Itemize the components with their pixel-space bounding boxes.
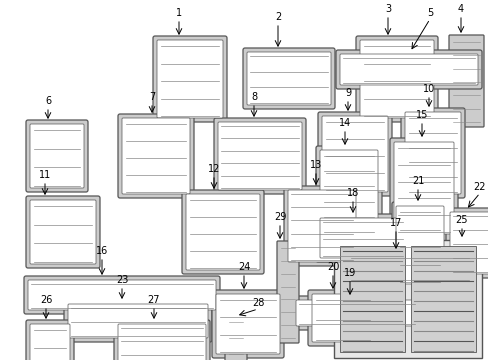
FancyBboxPatch shape	[339, 54, 477, 85]
FancyBboxPatch shape	[400, 108, 464, 198]
FancyBboxPatch shape	[246, 52, 330, 105]
Text: 14: 14	[338, 118, 350, 128]
Text: 29: 29	[273, 212, 285, 222]
FancyBboxPatch shape	[287, 190, 355, 262]
FancyBboxPatch shape	[24, 276, 220, 314]
Text: 11: 11	[39, 170, 51, 180]
FancyBboxPatch shape	[284, 186, 359, 266]
FancyBboxPatch shape	[185, 194, 260, 270]
FancyBboxPatch shape	[26, 320, 74, 360]
FancyBboxPatch shape	[315, 146, 381, 238]
Text: 8: 8	[250, 92, 257, 102]
Text: 28: 28	[251, 298, 264, 308]
Text: 23: 23	[116, 275, 128, 285]
FancyBboxPatch shape	[243, 48, 334, 109]
FancyBboxPatch shape	[448, 35, 483, 127]
Text: 25: 25	[455, 215, 468, 225]
FancyBboxPatch shape	[315, 214, 409, 262]
FancyBboxPatch shape	[118, 324, 205, 360]
FancyBboxPatch shape	[212, 290, 284, 358]
FancyBboxPatch shape	[307, 290, 377, 346]
FancyBboxPatch shape	[391, 202, 447, 288]
Text: 20: 20	[326, 262, 339, 272]
Text: 4: 4	[457, 4, 463, 14]
FancyBboxPatch shape	[333, 240, 481, 358]
Text: 18: 18	[346, 188, 358, 198]
Text: 10: 10	[422, 84, 434, 94]
Text: 12: 12	[207, 164, 220, 174]
FancyBboxPatch shape	[311, 294, 373, 342]
FancyBboxPatch shape	[68, 304, 207, 338]
FancyBboxPatch shape	[26, 120, 88, 192]
FancyBboxPatch shape	[449, 212, 488, 274]
FancyBboxPatch shape	[321, 116, 387, 192]
FancyBboxPatch shape	[276, 241, 298, 343]
FancyBboxPatch shape	[291, 296, 421, 330]
FancyBboxPatch shape	[28, 280, 216, 310]
Text: 5: 5	[426, 8, 432, 18]
Text: 15: 15	[415, 110, 427, 120]
FancyBboxPatch shape	[214, 118, 305, 194]
FancyBboxPatch shape	[339, 246, 404, 352]
FancyBboxPatch shape	[445, 208, 488, 278]
FancyBboxPatch shape	[395, 206, 443, 284]
FancyBboxPatch shape	[404, 112, 460, 194]
FancyBboxPatch shape	[317, 112, 391, 196]
FancyBboxPatch shape	[343, 250, 475, 286]
Text: 19: 19	[343, 268, 355, 278]
FancyBboxPatch shape	[122, 118, 190, 194]
FancyBboxPatch shape	[295, 300, 417, 326]
FancyBboxPatch shape	[218, 122, 302, 190]
Text: 24: 24	[237, 262, 250, 272]
Text: 13: 13	[309, 160, 322, 170]
FancyBboxPatch shape	[157, 40, 223, 118]
Text: 16: 16	[96, 246, 108, 256]
FancyBboxPatch shape	[114, 320, 209, 360]
FancyBboxPatch shape	[319, 218, 405, 258]
Text: 1: 1	[176, 8, 182, 18]
FancyBboxPatch shape	[30, 124, 84, 188]
FancyBboxPatch shape	[224, 315, 246, 360]
FancyBboxPatch shape	[393, 142, 453, 234]
FancyBboxPatch shape	[118, 114, 194, 198]
FancyBboxPatch shape	[30, 324, 70, 360]
FancyBboxPatch shape	[335, 50, 481, 89]
FancyBboxPatch shape	[359, 40, 433, 118]
Text: 27: 27	[147, 295, 160, 305]
Text: 26: 26	[40, 295, 52, 305]
Text: 22: 22	[473, 182, 485, 192]
Text: 3: 3	[384, 4, 390, 14]
FancyBboxPatch shape	[319, 150, 377, 234]
FancyBboxPatch shape	[389, 138, 457, 238]
FancyBboxPatch shape	[410, 246, 475, 352]
Text: 2: 2	[274, 12, 281, 22]
Text: 6: 6	[45, 96, 51, 106]
Text: 9: 9	[344, 88, 350, 98]
FancyBboxPatch shape	[26, 196, 100, 268]
Text: 17: 17	[389, 218, 401, 228]
FancyBboxPatch shape	[216, 294, 280, 354]
Text: 21: 21	[411, 176, 423, 186]
FancyBboxPatch shape	[347, 254, 471, 282]
Text: 7: 7	[148, 92, 155, 102]
FancyBboxPatch shape	[30, 200, 96, 264]
FancyBboxPatch shape	[355, 36, 437, 122]
FancyBboxPatch shape	[153, 36, 226, 122]
FancyBboxPatch shape	[64, 300, 212, 342]
FancyBboxPatch shape	[182, 190, 264, 274]
